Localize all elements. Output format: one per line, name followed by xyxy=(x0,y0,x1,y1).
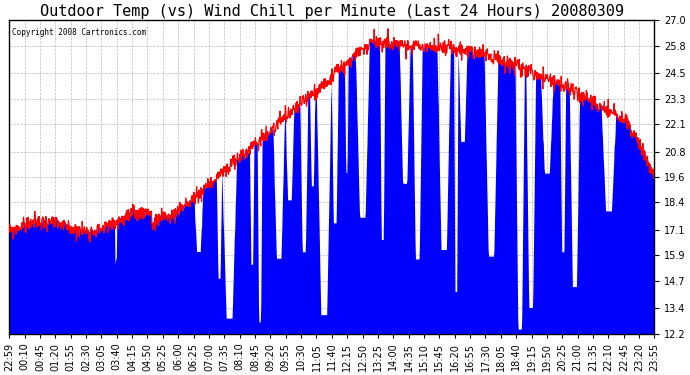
Text: Copyright 2008 Cartronics.com: Copyright 2008 Cartronics.com xyxy=(12,28,146,37)
Title: Outdoor Temp (vs) Wind Chill per Minute (Last 24 Hours) 20080309: Outdoor Temp (vs) Wind Chill per Minute … xyxy=(40,4,624,19)
